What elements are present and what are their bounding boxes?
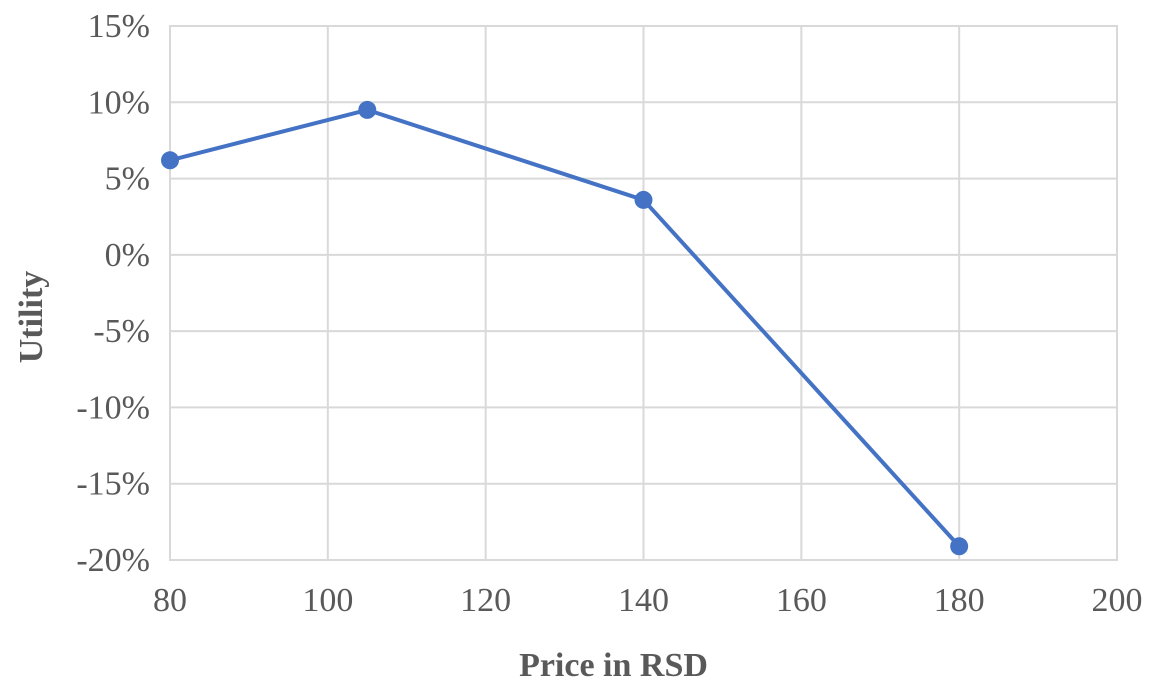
- horizontal-gridlines: [170, 25, 1117, 561]
- y-tick-label: 5%: [105, 161, 150, 198]
- y-tick-label: 10%: [88, 84, 150, 121]
- y-tick-label: 0%: [105, 237, 150, 274]
- x-tick-label: 200: [1092, 582, 1143, 619]
- data-point: [634, 190, 653, 209]
- x-axis-tick-labels: 80 100 120 140 160 180 200: [153, 582, 1143, 619]
- series-line: [168, 107, 962, 549]
- x-tick-label: 120: [460, 582, 511, 619]
- y-tick-label: -5%: [93, 313, 150, 350]
- data-point: [161, 151, 179, 170]
- x-tick-label: 160: [776, 582, 827, 619]
- x-tick-label: 100: [302, 582, 353, 619]
- x-axis-title: Price in RSD: [519, 647, 708, 680]
- y-axis-tick-labels: 15% 10% 5% 0% -5% -10% -15% -20%: [76, 8, 150, 579]
- plot-area-border: [169, 25, 1118, 561]
- y-tick-label: -15%: [76, 466, 150, 503]
- data-point: [358, 100, 377, 119]
- y-tick-label: -20%: [76, 542, 150, 579]
- x-tick-label: 140: [618, 582, 669, 619]
- y-tick-label: 15%: [88, 8, 150, 45]
- y-axis-title: Utility: [13, 271, 50, 364]
- vertical-gridlines: [169, 26, 1118, 560]
- x-tick-label: 80: [153, 582, 187, 619]
- data-point: [950, 537, 969, 556]
- x-tick-label: 180: [934, 582, 985, 619]
- series-group: [161, 100, 969, 556]
- y-tick-label: -10%: [76, 389, 150, 426]
